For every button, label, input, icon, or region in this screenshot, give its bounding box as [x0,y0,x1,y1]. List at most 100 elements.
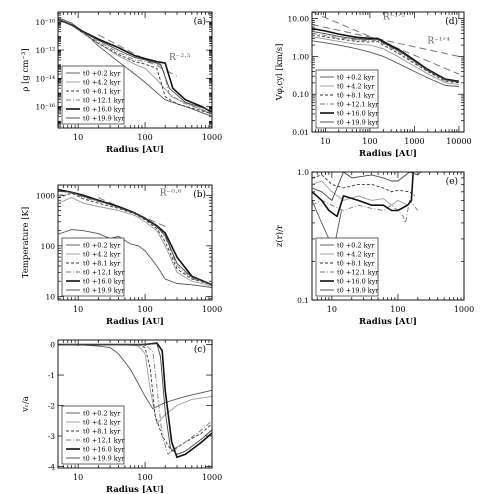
power-law-annotation: R⁻⁰·⁶ [160,188,182,198]
legend-label: t0 +16.0 kyr [83,278,125,286]
plot-frame [311,11,465,133]
series-line [312,32,459,83]
legend-box [61,237,125,297]
y-tick-label: -2 [48,402,56,411]
series-line [58,343,212,455]
y-tick-label: 100 [41,242,56,251]
legend-label: t0 +4.2 kyr [83,419,121,427]
legend-label: t0 +16.0 kyr [337,278,379,286]
y-tick-label: 10⁻¹⁶ [35,103,55,112]
y-tick-label: 1.00 [292,52,309,61]
x-tick-label: 10000 [446,137,471,146]
legend-label: t0 +8.1 kyr [83,88,121,96]
y-tick-label: 0.10 [292,90,309,99]
series-line [58,192,212,286]
legend-label: t0 +0.2 kyr [83,242,121,250]
panel-label: (b) [193,189,206,200]
series-line [58,190,212,286]
panel-label: (e) [446,176,458,187]
y-tick-label: -3 [48,432,56,441]
y-tick-label: -4 [48,462,56,471]
series-line [58,18,212,112]
legend-label: t0 +19.9 kyr [83,287,125,295]
legend-label: t0 +12.1 kyr [83,269,125,277]
x-tick-label: 10 [327,305,337,314]
series-line [58,18,212,115]
plot-frame [311,171,465,301]
legend-label: t0 +19.9 kyr [337,287,379,295]
legend-label: t0 +4.2 kyr [83,79,121,87]
y-tick-label: 0.01 [292,128,309,137]
legend-label: t0 +0.2 kyr [83,410,121,418]
series-line [312,172,421,201]
x-axis-label: Radius [AU] [106,145,164,155]
legend-box [315,237,379,297]
x-tick-label: 100 [137,133,152,142]
legend-box [315,69,379,129]
reference-power-law-line [98,34,178,77]
legend-label: t0 +19.9 kyr [83,455,125,463]
x-tick-label: 100 [362,137,377,146]
series-line [312,172,414,218]
plot-frame [57,184,213,301]
y-tick-label: 10.00 [288,15,310,24]
x-tick-label: 1000 [202,305,222,314]
series-line [58,18,212,113]
y-axis-label: z(r)/r [274,224,285,247]
legend-label: t0 +19.9 kyr [337,119,379,127]
legend-label: t0 +8.1 kyr [337,92,375,100]
series-line [312,27,460,83]
legend-box [61,65,125,125]
x-tick-label: 100 [137,473,152,482]
power-law-annotation: R⁻¹ᐟ² [383,12,406,22]
y-axis-label: ρ [g cm⁻³] [21,48,31,91]
y-tick-label: 10⁻¹⁴ [35,74,55,83]
legend-label: t0 +0.2 kyr [83,70,121,78]
panel-label: (a) [194,16,206,27]
y-tick-label: 0 [50,341,55,350]
x-tick-label: 10 [73,305,83,314]
series-line [58,18,212,113]
y-tick-label: 1000 [36,191,55,200]
y-tick-label: 1.0 [297,168,309,177]
x-tick-label: 1000 [454,305,474,314]
legend-label: t0 +8.1 kyr [83,428,121,436]
x-tick-label: 1000 [404,137,424,146]
y-tick-label: 10⁻¹⁰ [35,18,55,27]
x-tick-label: 10 [73,473,83,482]
y-axis-label: Vφ,cyl [km/s] [275,44,285,102]
legend-label: t0 +16.0 kyr [83,106,125,114]
plot-frame [57,339,213,469]
y-tick-label: -1 [48,371,55,380]
panel-c: 10 100 1000 -4 -3 -2 -1 0 (c) Radius [AU] vᵣ/a t0 +… [21,339,222,494]
legend-label: t0 +16.0 kyr [83,446,125,454]
y-tick-label: 10 [45,292,55,301]
legend-label: t0 +4.2 kyr [337,83,375,91]
reference-power-law-line [312,24,460,57]
panel-b: 10 100 1000 10 100 1000 R⁻⁰·⁶ (b) Radius [AU] Tem… [21,184,222,327]
legend-label: t0 +0.2 kyr [337,74,375,82]
y-axis-label: Temperature [K] [21,207,31,278]
legend-label: t0 +16.0 kyr [337,110,379,118]
x-axis-label: Radius [AU] [106,485,164,494]
series-line [58,229,212,288]
plot-frame [57,11,213,129]
panel-d: 10 100 1000 10000 0.01 0.10 1.00 10.00 R⁻¹ᐟ² R⁻¹ᐟ… [275,11,472,159]
series-line [58,197,212,287]
x-tick-label: 100 [390,305,405,314]
legend-label: t0 +12.1 kyr [337,101,379,109]
legend-label: t0 +19.9 kyr [83,115,125,123]
y-axis-label: vᵣ/a [21,396,31,413]
series-line [58,344,212,410]
series-line [312,30,459,83]
legend-label: t0 +12.1 kyr [337,269,379,277]
y-tick-label: 10⁻¹² [35,46,55,55]
x-tick-label: 10 [73,133,83,142]
series-line [58,192,212,286]
y-tick-label: 0.1 [297,296,309,305]
